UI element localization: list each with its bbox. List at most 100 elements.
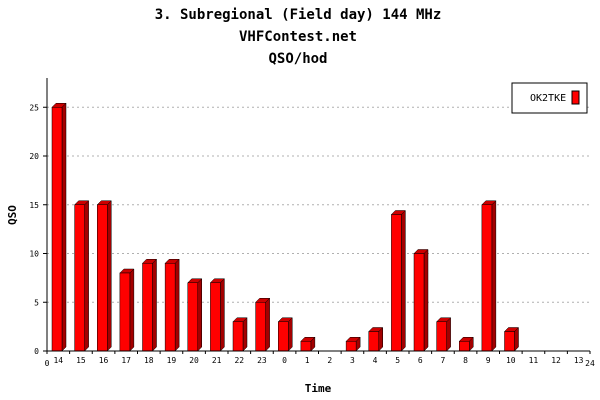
- bar-side: [265, 297, 270, 352]
- x-axis-ticks: 14 15 16 17 18 19 20 21 22 23 0 1 2 3 4 5 6 7 8 9 10 11 12 13: [46, 351, 591, 365]
- chart-subtitle: VHFContest.net: [239, 29, 357, 45]
- bar: [300, 336, 316, 352]
- bar: [232, 317, 248, 352]
- x-tick-label: 0: [282, 356, 287, 365]
- bar: [164, 258, 180, 352]
- bar-front: [300, 341, 312, 352]
- x-tick-label: 6: [418, 356, 423, 365]
- x-tick-label: 12: [551, 356, 561, 365]
- y-tick-label: 20: [29, 152, 39, 161]
- x-axis-label: Time: [305, 382, 332, 395]
- bar: [458, 336, 474, 352]
- x-tick-label: 10: [506, 356, 516, 365]
- bar-front: [232, 321, 244, 352]
- y-tick-label: 0: [34, 347, 39, 356]
- bar-side: [491, 200, 497, 352]
- legend: OK2TKE: [511, 82, 588, 114]
- bar-side: [220, 278, 225, 352]
- x-tick-label: 2: [327, 356, 332, 365]
- x-tick-label: 11: [529, 356, 539, 365]
- x-tick-label: 16: [99, 356, 109, 365]
- y-tick-label: 5: [34, 298, 39, 307]
- x-tick-label: 22: [234, 356, 244, 365]
- bar: [436, 317, 452, 352]
- bar: [255, 297, 271, 352]
- bar-front: [345, 341, 357, 352]
- x-axis-start-label: 0: [45, 359, 50, 368]
- x-tick-label: 18: [144, 356, 154, 365]
- bar: [187, 278, 203, 352]
- bar-front: [481, 204, 493, 352]
- y-tick-label: 10: [29, 250, 39, 259]
- x-tick-label: 19: [167, 356, 177, 365]
- x-tick-label: 23: [257, 356, 267, 365]
- bar: [277, 317, 293, 352]
- bar-side: [152, 258, 157, 352]
- y-axis-label: QSO: [6, 205, 19, 225]
- bar-front: [278, 321, 289, 352]
- bar-front: [97, 204, 108, 352]
- bar-front: [187, 282, 198, 352]
- bar: [96, 200, 112, 352]
- bar: [141, 258, 158, 352]
- x-tick-label: 20: [189, 356, 199, 365]
- bar: [481, 200, 497, 352]
- bar-front: [255, 302, 266, 352]
- bar-front: [142, 263, 153, 352]
- bar-side: [446, 317, 451, 352]
- bar-side: [288, 317, 293, 352]
- x-tick-label: 21: [212, 356, 222, 365]
- chart-subtitle-2: QSO/hod: [268, 51, 327, 67]
- bar-front: [436, 321, 447, 352]
- bar-side: [242, 317, 248, 352]
- bar: [345, 336, 361, 352]
- bar-front: [164, 263, 176, 352]
- x-tick-label: 9: [486, 356, 491, 365]
- y-axis-ticks: 0 5 10 15 20 25: [29, 103, 47, 356]
- bar-side: [84, 200, 89, 352]
- bar: [368, 326, 384, 352]
- bar-side: [423, 248, 429, 352]
- x-tick-label: 13: [574, 356, 584, 365]
- bar-side: [174, 258, 180, 352]
- bars: [51, 102, 520, 352]
- x-axis-end-label: 24: [585, 359, 595, 368]
- y-tick-label: 15: [29, 201, 39, 210]
- bar-side: [129, 268, 135, 352]
- x-tick-label: 14: [53, 356, 63, 365]
- gridlines: [47, 106, 590, 303]
- x-tick-label: 3: [350, 356, 355, 365]
- bar-front: [210, 282, 221, 352]
- bar-front: [74, 204, 85, 352]
- bar-side: [197, 278, 202, 352]
- x-tick-label: 15: [76, 356, 86, 365]
- legend-swatch: [571, 90, 580, 105]
- chart-title: 3. Subregional (Field day) 144 MHz: [155, 7, 442, 23]
- x-tick-label: 1: [305, 356, 310, 365]
- bar: [209, 278, 225, 352]
- x-tick-label: 4: [373, 356, 378, 365]
- bar-side: [401, 209, 406, 352]
- x-tick-label: 7: [441, 356, 446, 365]
- bar-front: [368, 331, 379, 352]
- bar-front: [413, 253, 425, 352]
- bar-front: [51, 107, 63, 352]
- bar-side: [107, 200, 112, 352]
- y-tick-label: 25: [29, 103, 39, 112]
- bar: [413, 248, 429, 352]
- bar-front: [391, 214, 402, 352]
- bar-side: [61, 102, 67, 352]
- bar-front: [459, 341, 470, 352]
- x-tick-label: 5: [395, 356, 400, 365]
- bar: [503, 326, 520, 352]
- bar: [119, 268, 135, 352]
- bar-front: [119, 272, 131, 352]
- bar: [51, 102, 67, 352]
- bar: [390, 209, 406, 352]
- bar: [74, 200, 90, 352]
- bar-front: [504, 331, 515, 352]
- x-tick-label: 17: [121, 356, 131, 365]
- legend-label: OK2TKE: [530, 93, 566, 104]
- x-tick-label: 8: [463, 356, 468, 365]
